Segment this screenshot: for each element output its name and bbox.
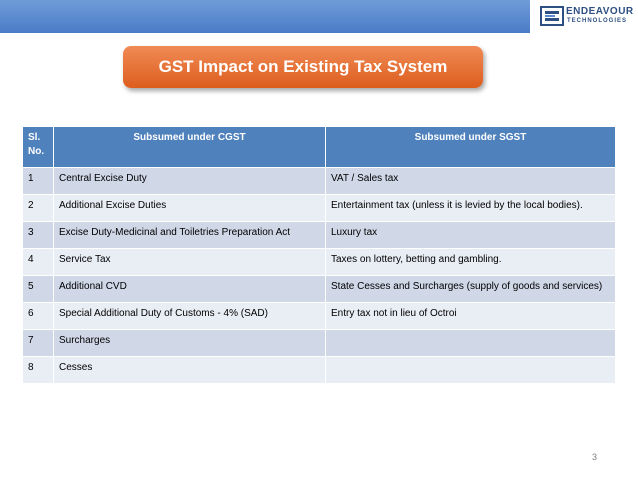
row-cgst: Surcharges [53,329,326,357]
header-sl-no: Sl. No. [22,126,54,168]
logo-tagline: TECHNOLOGIES [567,18,628,24]
row-cgst: Additional Excise Duties [53,194,326,222]
row-sl-no: 8 [22,356,54,384]
table-header-row: Sl. No. Subsumed under CGST Subsumed und… [22,126,616,168]
header-cgst: Subsumed under CGST [53,126,326,168]
table-row: 7 Surcharges [22,329,616,357]
row-sl-no: 4 [22,248,54,276]
row-sgst [325,356,616,384]
slide-title: GST Impact on Existing Tax System [123,46,483,88]
table-row: 4 Service Tax Taxes on lottery, betting … [22,248,616,276]
table-row: 3 Excise Duty-Medicinal and Toiletries P… [22,221,616,249]
table-row: 2 Additional Excise Duties Entertainment… [22,194,616,222]
row-cgst: Special Additional Duty of Customs - 4% … [53,302,326,330]
row-sgst: Entertainment tax (unless it is levied b… [325,194,616,222]
row-cgst: Excise Duty-Medicinal and Toiletries Pre… [53,221,326,249]
row-sgst [325,329,616,357]
table-row: 1 Central Excise Duty VAT / Sales tax [22,167,616,195]
row-cgst: Central Excise Duty [53,167,326,195]
row-sgst: State Cesses and Surcharges (supply of g… [325,275,616,303]
row-sl-no: 5 [22,275,54,303]
endeavour-logo-icon [540,6,564,26]
page-number: 3 [592,452,598,462]
row-sl-no: 7 [22,329,54,357]
row-sgst: VAT / Sales tax [325,167,616,195]
row-sl-no: 2 [22,194,54,222]
tax-table: Sl. No. Subsumed under CGST Subsumed und… [22,126,616,384]
logo-name: ENDEAVOUR [566,6,634,17]
header-sgst: Subsumed under SGST [325,126,616,168]
table-row: 8 Cesses [22,356,616,384]
row-sl-no: 1 [22,167,54,195]
table-row: 5 Additional CVD State Cesses and Surcha… [22,275,616,303]
row-cgst: Cesses [53,356,326,384]
row-cgst: Service Tax [53,248,326,276]
row-sl-no: 6 [22,302,54,330]
row-sgst: Taxes on lottery, betting and gambling. [325,248,616,276]
row-sgst: Luxury tax [325,221,616,249]
row-sgst: Entry tax not in lieu of Octroi [325,302,616,330]
table-row: 6 Special Additional Duty of Customs - 4… [22,302,616,330]
row-sl-no: 3 [22,221,54,249]
row-cgst: Additional CVD [53,275,326,303]
